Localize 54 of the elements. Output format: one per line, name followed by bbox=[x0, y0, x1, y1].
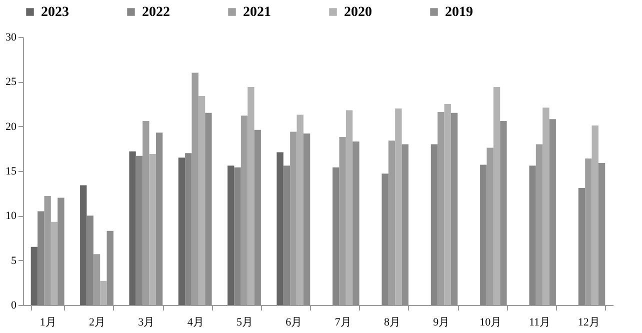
x-tick-label: 11月 bbox=[528, 316, 551, 328]
legend-label: 2021 bbox=[243, 5, 271, 20]
y-tick-label: 5 bbox=[11, 254, 17, 267]
bar bbox=[136, 156, 143, 305]
y-tick-label: 15 bbox=[6, 166, 17, 178]
bar bbox=[346, 110, 353, 305]
legend-label: 2022 bbox=[142, 5, 170, 20]
y-tick-label: 0 bbox=[11, 300, 17, 312]
x-tick-label: 9月 bbox=[433, 316, 450, 328]
x-tick-label: 7月 bbox=[334, 316, 352, 328]
bar bbox=[382, 174, 388, 305]
bar bbox=[198, 96, 206, 305]
x-tick-label: 5月 bbox=[236, 316, 253, 328]
bar bbox=[50, 222, 58, 305]
bar bbox=[228, 166, 234, 305]
bar bbox=[185, 153, 192, 305]
bar bbox=[86, 216, 94, 305]
bar bbox=[276, 152, 284, 305]
bar bbox=[493, 87, 500, 305]
bar bbox=[578, 188, 586, 305]
bar bbox=[30, 246, 38, 305]
bar bbox=[149, 154, 156, 305]
bar bbox=[444, 104, 451, 305]
bar bbox=[296, 114, 304, 305]
bar bbox=[100, 280, 107, 305]
x-tick-label: 8月 bbox=[384, 316, 400, 328]
x-tick-label: 6月 bbox=[286, 316, 302, 328]
bar bbox=[529, 166, 536, 305]
bar bbox=[395, 108, 402, 305]
bar bbox=[592, 125, 598, 305]
bar bbox=[38, 211, 44, 305]
legend-label: 2023 bbox=[41, 5, 69, 20]
bar bbox=[430, 144, 438, 305]
legend-label: 2019 bbox=[445, 5, 473, 20]
bar bbox=[80, 185, 87, 305]
x-tick-label: 1月 bbox=[40, 316, 56, 328]
bar bbox=[480, 164, 487, 305]
bar bbox=[234, 167, 241, 305]
y-tick-label: 10 bbox=[6, 210, 17, 222]
y-tick-label: 30 bbox=[6, 32, 17, 44]
x-tick-label: 10月 bbox=[480, 316, 502, 328]
x-tick-label: 3月 bbox=[138, 316, 155, 328]
x-tick-label: 12月 bbox=[578, 316, 600, 328]
legend-label: 2020 bbox=[344, 5, 372, 20]
bar bbox=[542, 108, 550, 305]
bar bbox=[129, 151, 136, 305]
bar bbox=[283, 166, 290, 305]
y-tick-label: 20 bbox=[6, 120, 17, 133]
bar bbox=[332, 167, 340, 305]
bar bbox=[248, 87, 254, 305]
y-tick-label: 25 bbox=[6, 76, 17, 88]
bar bbox=[178, 158, 186, 305]
x-tick-label: 2月 bbox=[89, 316, 106, 328]
x-tick-label: 4月 bbox=[187, 316, 204, 328]
